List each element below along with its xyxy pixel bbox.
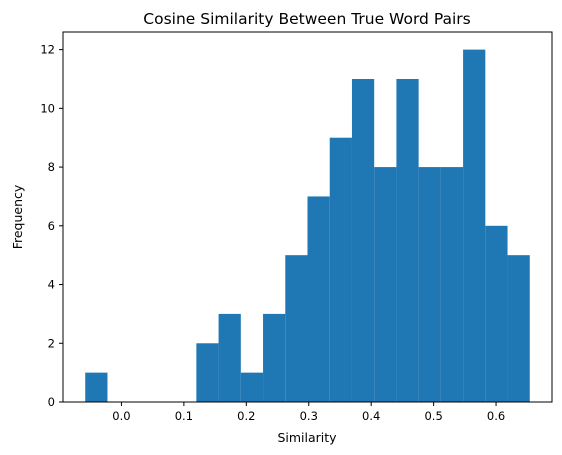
x-tick-label: 0.6: [487, 409, 505, 423]
y-tick-label: 8: [48, 160, 55, 174]
histogram-bar: [285, 255, 308, 402]
y-tick-label: 4: [48, 278, 55, 292]
x-tick-label: 0.2: [237, 409, 255, 423]
x-tick-label: 0.1: [175, 409, 193, 423]
y-tick-label: 6: [48, 219, 55, 233]
y-tick-label: 2: [48, 336, 55, 350]
bars-group: [85, 49, 530, 402]
histogram-bar: [263, 313, 286, 402]
histogram-bar: [507, 255, 530, 402]
x-tick-label: 0.3: [300, 409, 318, 423]
y-axis-label: Frequency: [10, 184, 25, 249]
x-ticks: 0.0 0.1 0.2 0.3 0.4 0.5 0.6: [112, 402, 505, 423]
histogram-bar: [396, 78, 419, 402]
histogram-bar: [351, 78, 375, 402]
x-axis-label: Similarity: [277, 430, 337, 445]
plot-frame: [62, 31, 553, 403]
histogram-bar: [85, 372, 108, 402]
histogram-bar: [440, 167, 464, 402]
histogram-bar: [485, 225, 508, 402]
histogram-bar: [196, 343, 219, 402]
histogram-bar: [418, 167, 441, 402]
y-tick-label: 0: [48, 395, 55, 409]
y-tick-label: 12: [40, 43, 55, 57]
x-tick-label: 0.0: [112, 409, 130, 423]
y-ticks: 0 2 4 6 8 10 12: [40, 43, 63, 409]
histogram-bar: [218, 313, 241, 402]
chart-title: Cosine Similarity Between True Word Pair…: [143, 10, 470, 28]
histogram-bar: [374, 167, 397, 402]
histogram-bar: [307, 196, 330, 402]
histogram-bar: [329, 137, 352, 402]
histogram-bar: [240, 372, 264, 402]
histogram-bar: [463, 49, 486, 402]
y-tick-label: 10: [40, 101, 55, 115]
x-tick-label: 0.4: [362, 409, 380, 423]
x-tick-label: 0.5: [424, 409, 442, 423]
